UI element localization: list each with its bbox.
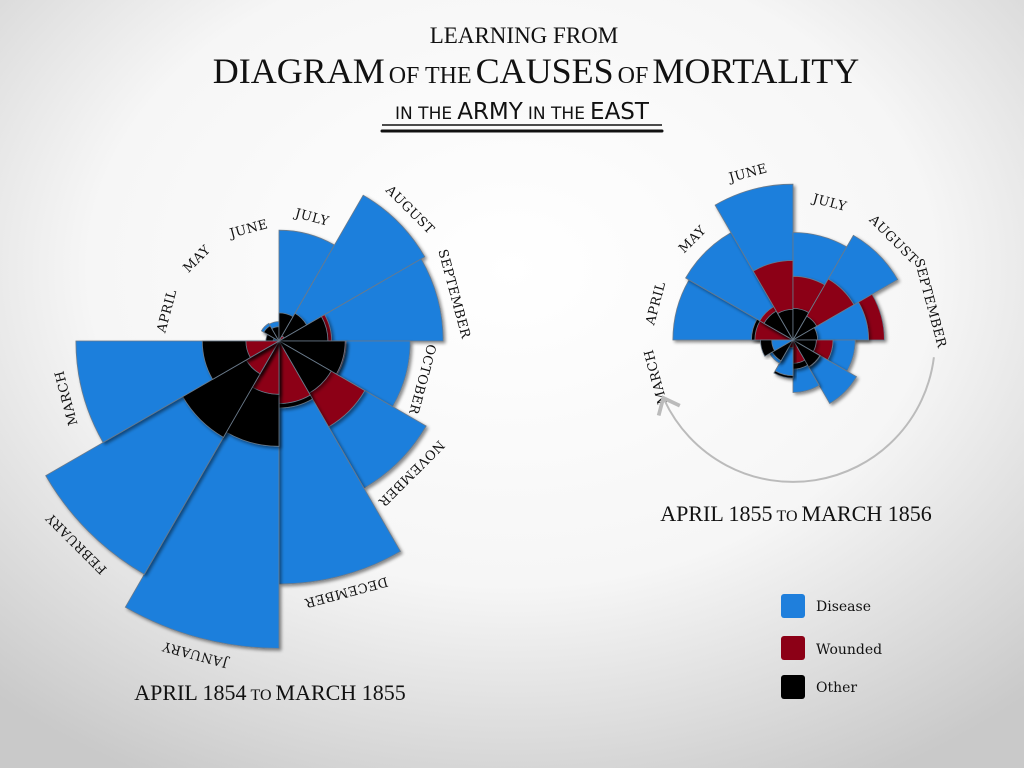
title-line1: LEARNING FROM [430, 23, 618, 48]
month-may [260, 322, 281, 343]
month-january [773, 338, 794, 379]
month-july [792, 232, 848, 342]
month-september [277, 258, 444, 342]
legend-swatch-other [781, 675, 805, 699]
wedge-disease-march [771, 339, 795, 352]
legend: Disease Wounded Other [781, 594, 882, 699]
month-december [278, 339, 402, 585]
legend-swatch-wounded [781, 636, 805, 660]
month-march [760, 339, 795, 357]
legend-label-other: Other [816, 680, 857, 696]
cycle-arrow [656, 357, 935, 483]
month-december [792, 338, 820, 393]
legend-label-disease: Disease [816, 599, 871, 615]
month-september [791, 293, 885, 341]
chart1-period: APRIL 1854 TO MARCH 1855 [134, 680, 405, 705]
wedge-wounded-march [245, 340, 281, 359]
chart2-period: APRIL 1855 TO MARCH 1856 [660, 501, 931, 526]
wedge-disease-january [774, 338, 794, 377]
legend-label-wounded: Wounded [816, 642, 882, 658]
month-october [277, 340, 411, 408]
title-line3: IN THE ARMY IN THE EAST [395, 99, 650, 125]
month-march [75, 340, 281, 444]
month-april [672, 279, 795, 341]
wedge-disease-august [277, 194, 426, 343]
month-november [277, 339, 427, 489]
legend-swatch-disease [781, 594, 805, 618]
wedge-disease-december [278, 339, 402, 585]
title-line2: DIAGRAM OF THE CAUSES OF MORTALITY [213, 51, 860, 91]
month-february [45, 339, 281, 575]
month-january [124, 339, 280, 649]
